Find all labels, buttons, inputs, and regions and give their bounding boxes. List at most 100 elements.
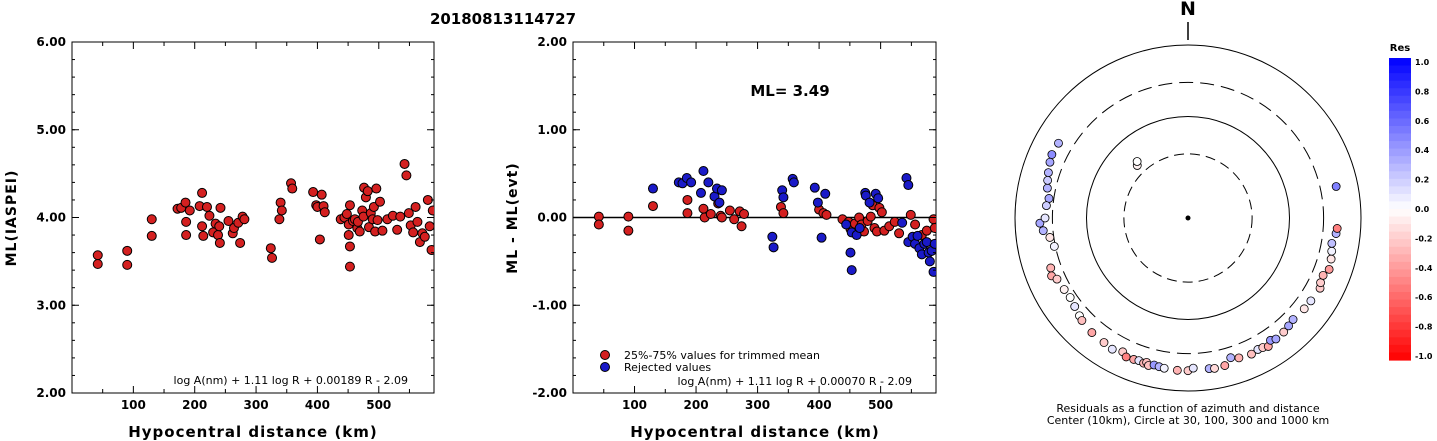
epicenter-dot [1185, 215, 1191, 221]
colorbar-tick-label: 0.6 [1415, 117, 1430, 126]
x-tick-label: 200 [182, 398, 207, 412]
data-point [146, 214, 157, 225]
data-point [308, 187, 319, 198]
station-point [1220, 361, 1230, 370]
data-point [623, 211, 634, 222]
axis-ticks: 100 200 300 400 500 2.00 3.00 4.00 5.00 6.00 [36, 35, 434, 412]
x-axis-label: Hypocentral distance (km) [128, 423, 378, 441]
data-point [809, 182, 820, 193]
colorbar-segment [1389, 239, 1411, 248]
colorbar-tick-label: -0.4 [1415, 264, 1433, 273]
data-point [928, 266, 936, 277]
data-point [375, 196, 386, 207]
colorbar-segment [1389, 65, 1411, 74]
legend-marker-trimmed [600, 350, 610, 360]
data-point [316, 189, 327, 200]
data-point [215, 202, 226, 213]
colorbar-segment [1389, 352, 1411, 361]
data-point [214, 221, 225, 232]
station-point [1052, 274, 1062, 284]
data-point [778, 208, 789, 219]
data-point [197, 221, 208, 232]
station-point [1107, 344, 1117, 354]
colorbar-segment [1389, 73, 1411, 82]
colorbar-segment [1389, 322, 1411, 331]
colorbar-segment [1389, 329, 1411, 338]
data-point [343, 230, 354, 241]
data-point [419, 231, 430, 242]
data-point [214, 237, 225, 248]
y-tick-label: -2.00 [532, 386, 567, 400]
data-point [377, 225, 388, 236]
data-point [276, 205, 287, 216]
ml-annotation: ML= 3.49 [750, 82, 829, 100]
data-point [846, 265, 857, 276]
colorbar-tick-label: -0.8 [1415, 323, 1433, 332]
data-point [204, 210, 215, 221]
station-residual-points [1035, 138, 1342, 376]
x-axis-label: Hypocentral distance (km) [630, 423, 880, 441]
event-id-title: 20180813114727 [430, 10, 576, 28]
station-point [1234, 353, 1244, 363]
data-point [929, 223, 936, 234]
y-tick-label: 6.00 [36, 35, 66, 49]
data-point [267, 252, 278, 263]
data-point [897, 217, 908, 228]
colorbar-segment [1389, 269, 1411, 278]
x-tick-label: 100 [622, 398, 647, 412]
colorbar-tick-label: 0.0 [1415, 205, 1430, 214]
station-point [1065, 293, 1075, 302]
colorbar-segment [1389, 314, 1411, 323]
colorbar-segment [1389, 292, 1411, 301]
data-point [714, 197, 725, 208]
station-point [1054, 138, 1063, 148]
data-point [92, 259, 103, 270]
data-point [344, 261, 355, 272]
data-point [729, 214, 740, 225]
data-point [344, 241, 355, 252]
legend-label-trimmed: 25%-75% values for trimmed mean [624, 349, 820, 362]
data-point [854, 223, 865, 234]
data-point [924, 256, 935, 267]
colorbar-segment [1389, 224, 1411, 233]
data-point [876, 207, 887, 218]
data-point [716, 212, 727, 223]
y-tick-label: -1.00 [532, 298, 567, 312]
colorbar-tick-label: 0.2 [1415, 176, 1429, 185]
data-point [768, 242, 779, 253]
data-point [778, 192, 789, 203]
data-point [905, 209, 916, 220]
data-point [287, 183, 298, 194]
station-point [1210, 363, 1219, 373]
station-point [1038, 226, 1048, 236]
axis-ticks: 100 200 300 400 500 -2.00 -1.00 0.00 1.00 2.00 [532, 35, 936, 412]
data-point [344, 200, 355, 211]
data-point [736, 221, 747, 232]
colorbar-tick-label: -0.2 [1415, 234, 1433, 243]
data-point [894, 228, 905, 239]
colorbar-segment [1389, 88, 1411, 97]
data-point [647, 201, 658, 212]
y-tick-label: 3.00 [36, 298, 66, 312]
ring-100km [1086, 116, 1290, 320]
colorbar-segment [1389, 299, 1411, 308]
colorbar-segment [1389, 216, 1411, 225]
data-point [739, 208, 750, 219]
y-tick-label: 4.00 [36, 211, 66, 225]
y-tick-label: 2.00 [537, 35, 567, 49]
colorbar-segment [1389, 80, 1411, 89]
station-point [1326, 254, 1336, 264]
data-point [682, 194, 693, 205]
data-point [223, 216, 234, 227]
data-point [403, 208, 414, 219]
data-point [873, 193, 884, 204]
station-point [1043, 175, 1053, 185]
colorbar-segment [1389, 103, 1411, 112]
y-tick-label: 0.00 [537, 211, 567, 225]
colorbar-segment [1389, 163, 1411, 172]
colorbar-tick-label: 0.4 [1415, 146, 1430, 155]
formula-label: log A(nm) + 1.11 log R + 0.00189 R - 2.0… [174, 374, 408, 387]
data-point [682, 208, 693, 219]
colorbar-segment [1389, 110, 1411, 119]
data-point [928, 214, 936, 225]
